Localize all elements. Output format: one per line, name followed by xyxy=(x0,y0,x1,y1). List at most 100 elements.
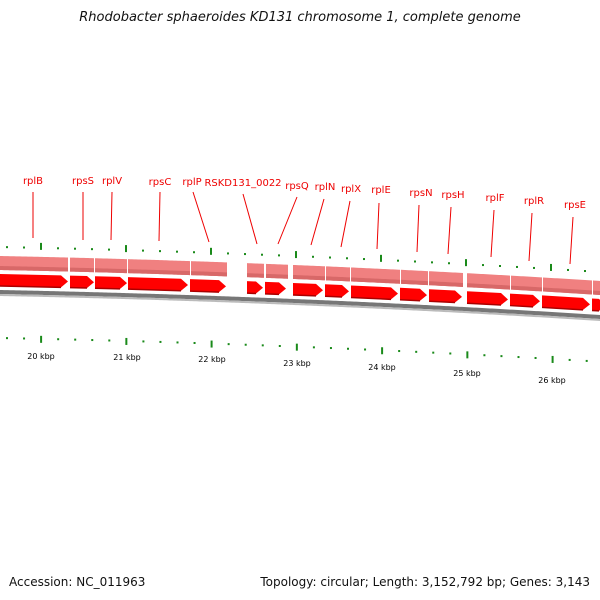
gene-arrow xyxy=(325,284,349,298)
gene-arrow-shade xyxy=(127,288,182,292)
scale-major-tick xyxy=(210,340,213,348)
scale-minor-tick xyxy=(364,348,367,351)
gene-label-rplb: rplB xyxy=(23,176,43,187)
label-leader-line xyxy=(376,202,380,250)
gene-arrow xyxy=(467,291,508,306)
minor-tick xyxy=(533,266,535,269)
gene-arrow xyxy=(510,293,540,307)
gene-band-shade xyxy=(191,271,227,277)
gene-label-rpsh: rpsH xyxy=(441,190,464,201)
label-leader-line xyxy=(340,200,351,248)
minor-tick xyxy=(278,254,280,257)
scale-minor-tick xyxy=(108,339,111,342)
scale-label: 26 kbp xyxy=(538,376,566,385)
scale-minor-tick xyxy=(159,340,162,343)
gene-arrow xyxy=(400,287,427,301)
gene-arrow xyxy=(95,276,127,289)
scale-minor-tick xyxy=(278,344,281,347)
scale-major-tick xyxy=(551,355,554,363)
gene-arrow-shade xyxy=(0,285,62,289)
minor-tick xyxy=(91,248,93,251)
minor-tick xyxy=(414,260,416,263)
scale-minor-tick xyxy=(193,341,196,344)
scale-minor-tick xyxy=(534,356,537,359)
gene-arrow xyxy=(429,289,462,303)
minor-tick xyxy=(227,252,229,255)
gene-label-rskd131_0022: RSKD131_0022 xyxy=(204,178,281,189)
scale-label: 22 kbp xyxy=(198,355,226,364)
scale-minor-tick xyxy=(432,351,435,354)
map-title: Rhodobacter sphaeroides KD131 chromosome… xyxy=(79,10,521,25)
major-tick xyxy=(550,263,552,271)
scale-label: 20 kbp xyxy=(27,352,55,361)
minor-tick xyxy=(584,270,586,273)
scale-major-tick xyxy=(40,335,43,343)
gene-arrow-shade xyxy=(94,287,121,290)
gene-arrow-shade xyxy=(189,290,220,293)
scale-minor-tick xyxy=(585,359,588,362)
minor-tick xyxy=(74,247,76,250)
minor-tick xyxy=(57,247,59,250)
scale-label: 25 kbp xyxy=(453,369,481,378)
gene-band-shade xyxy=(247,273,264,278)
gene-label-rpse: rpsE xyxy=(564,200,586,211)
label-leader-line xyxy=(569,216,574,265)
gene-band-shade xyxy=(351,277,400,284)
gene-arrow-shade xyxy=(509,304,534,308)
gene-band-shade xyxy=(70,267,94,273)
label-leader-line xyxy=(490,209,495,258)
scale-major-tick xyxy=(295,343,298,351)
minor-tick xyxy=(142,249,144,252)
gene-arrow-shade xyxy=(292,294,317,297)
scale-minor-tick xyxy=(176,341,179,344)
minor-tick xyxy=(261,253,263,256)
minor-tick xyxy=(23,246,25,249)
label-leader-line xyxy=(528,212,533,262)
gene-label-rpsq: rpsQ xyxy=(285,181,309,192)
gene-band-shade xyxy=(511,285,542,292)
minor-tick xyxy=(6,246,8,249)
minor-tick xyxy=(244,253,246,256)
gene-label-rpss: rpsS xyxy=(72,176,94,187)
minor-tick xyxy=(397,259,399,262)
genome-summary: Topology: circular; Length: 3,152,792 bp… xyxy=(260,575,590,589)
gene-arrow xyxy=(0,274,68,288)
gene-band-shade xyxy=(293,274,325,281)
label-leader-line xyxy=(110,191,113,241)
minor-tick xyxy=(108,248,110,251)
gene-label-rplv: rplV xyxy=(102,176,122,187)
gene-arrow xyxy=(128,277,188,291)
label-leader-line xyxy=(416,204,420,253)
minor-tick xyxy=(363,258,365,261)
scale-minor-tick xyxy=(449,352,452,355)
gene-band-shade xyxy=(95,268,127,274)
gene-band-shade xyxy=(543,287,592,295)
gene-band-shade xyxy=(326,276,350,282)
gene-label-rpsc: rpsC xyxy=(149,177,172,188)
minor-tick xyxy=(346,257,348,260)
scale-label: 23 kbp xyxy=(283,359,311,368)
minor-tick xyxy=(499,265,501,267)
scale-minor-tick xyxy=(568,358,571,361)
gene-label-rpln: rplN xyxy=(315,182,336,193)
scale-minor-tick xyxy=(142,340,145,343)
scale-minor-tick xyxy=(244,343,247,346)
scale-minor-tick xyxy=(415,350,418,353)
label-leader-line xyxy=(277,196,298,245)
scale-minor-tick xyxy=(57,338,60,341)
gene-arrow-shade xyxy=(399,299,421,302)
minor-tick xyxy=(516,265,518,268)
scale-major-tick xyxy=(381,347,384,355)
minor-tick xyxy=(193,251,195,254)
backbone-shadow xyxy=(0,294,600,321)
scale-minor-tick xyxy=(329,347,332,350)
scale-minor-tick xyxy=(398,350,401,353)
scale-major-tick xyxy=(466,351,469,359)
label-leader-line xyxy=(310,198,325,246)
label-leader-line xyxy=(242,193,258,245)
gene-band-shade xyxy=(401,279,428,286)
scale-minor-tick xyxy=(91,339,94,342)
gene-band-shade xyxy=(266,273,288,279)
minor-tick xyxy=(482,264,484,267)
gene-arrow xyxy=(592,298,600,311)
